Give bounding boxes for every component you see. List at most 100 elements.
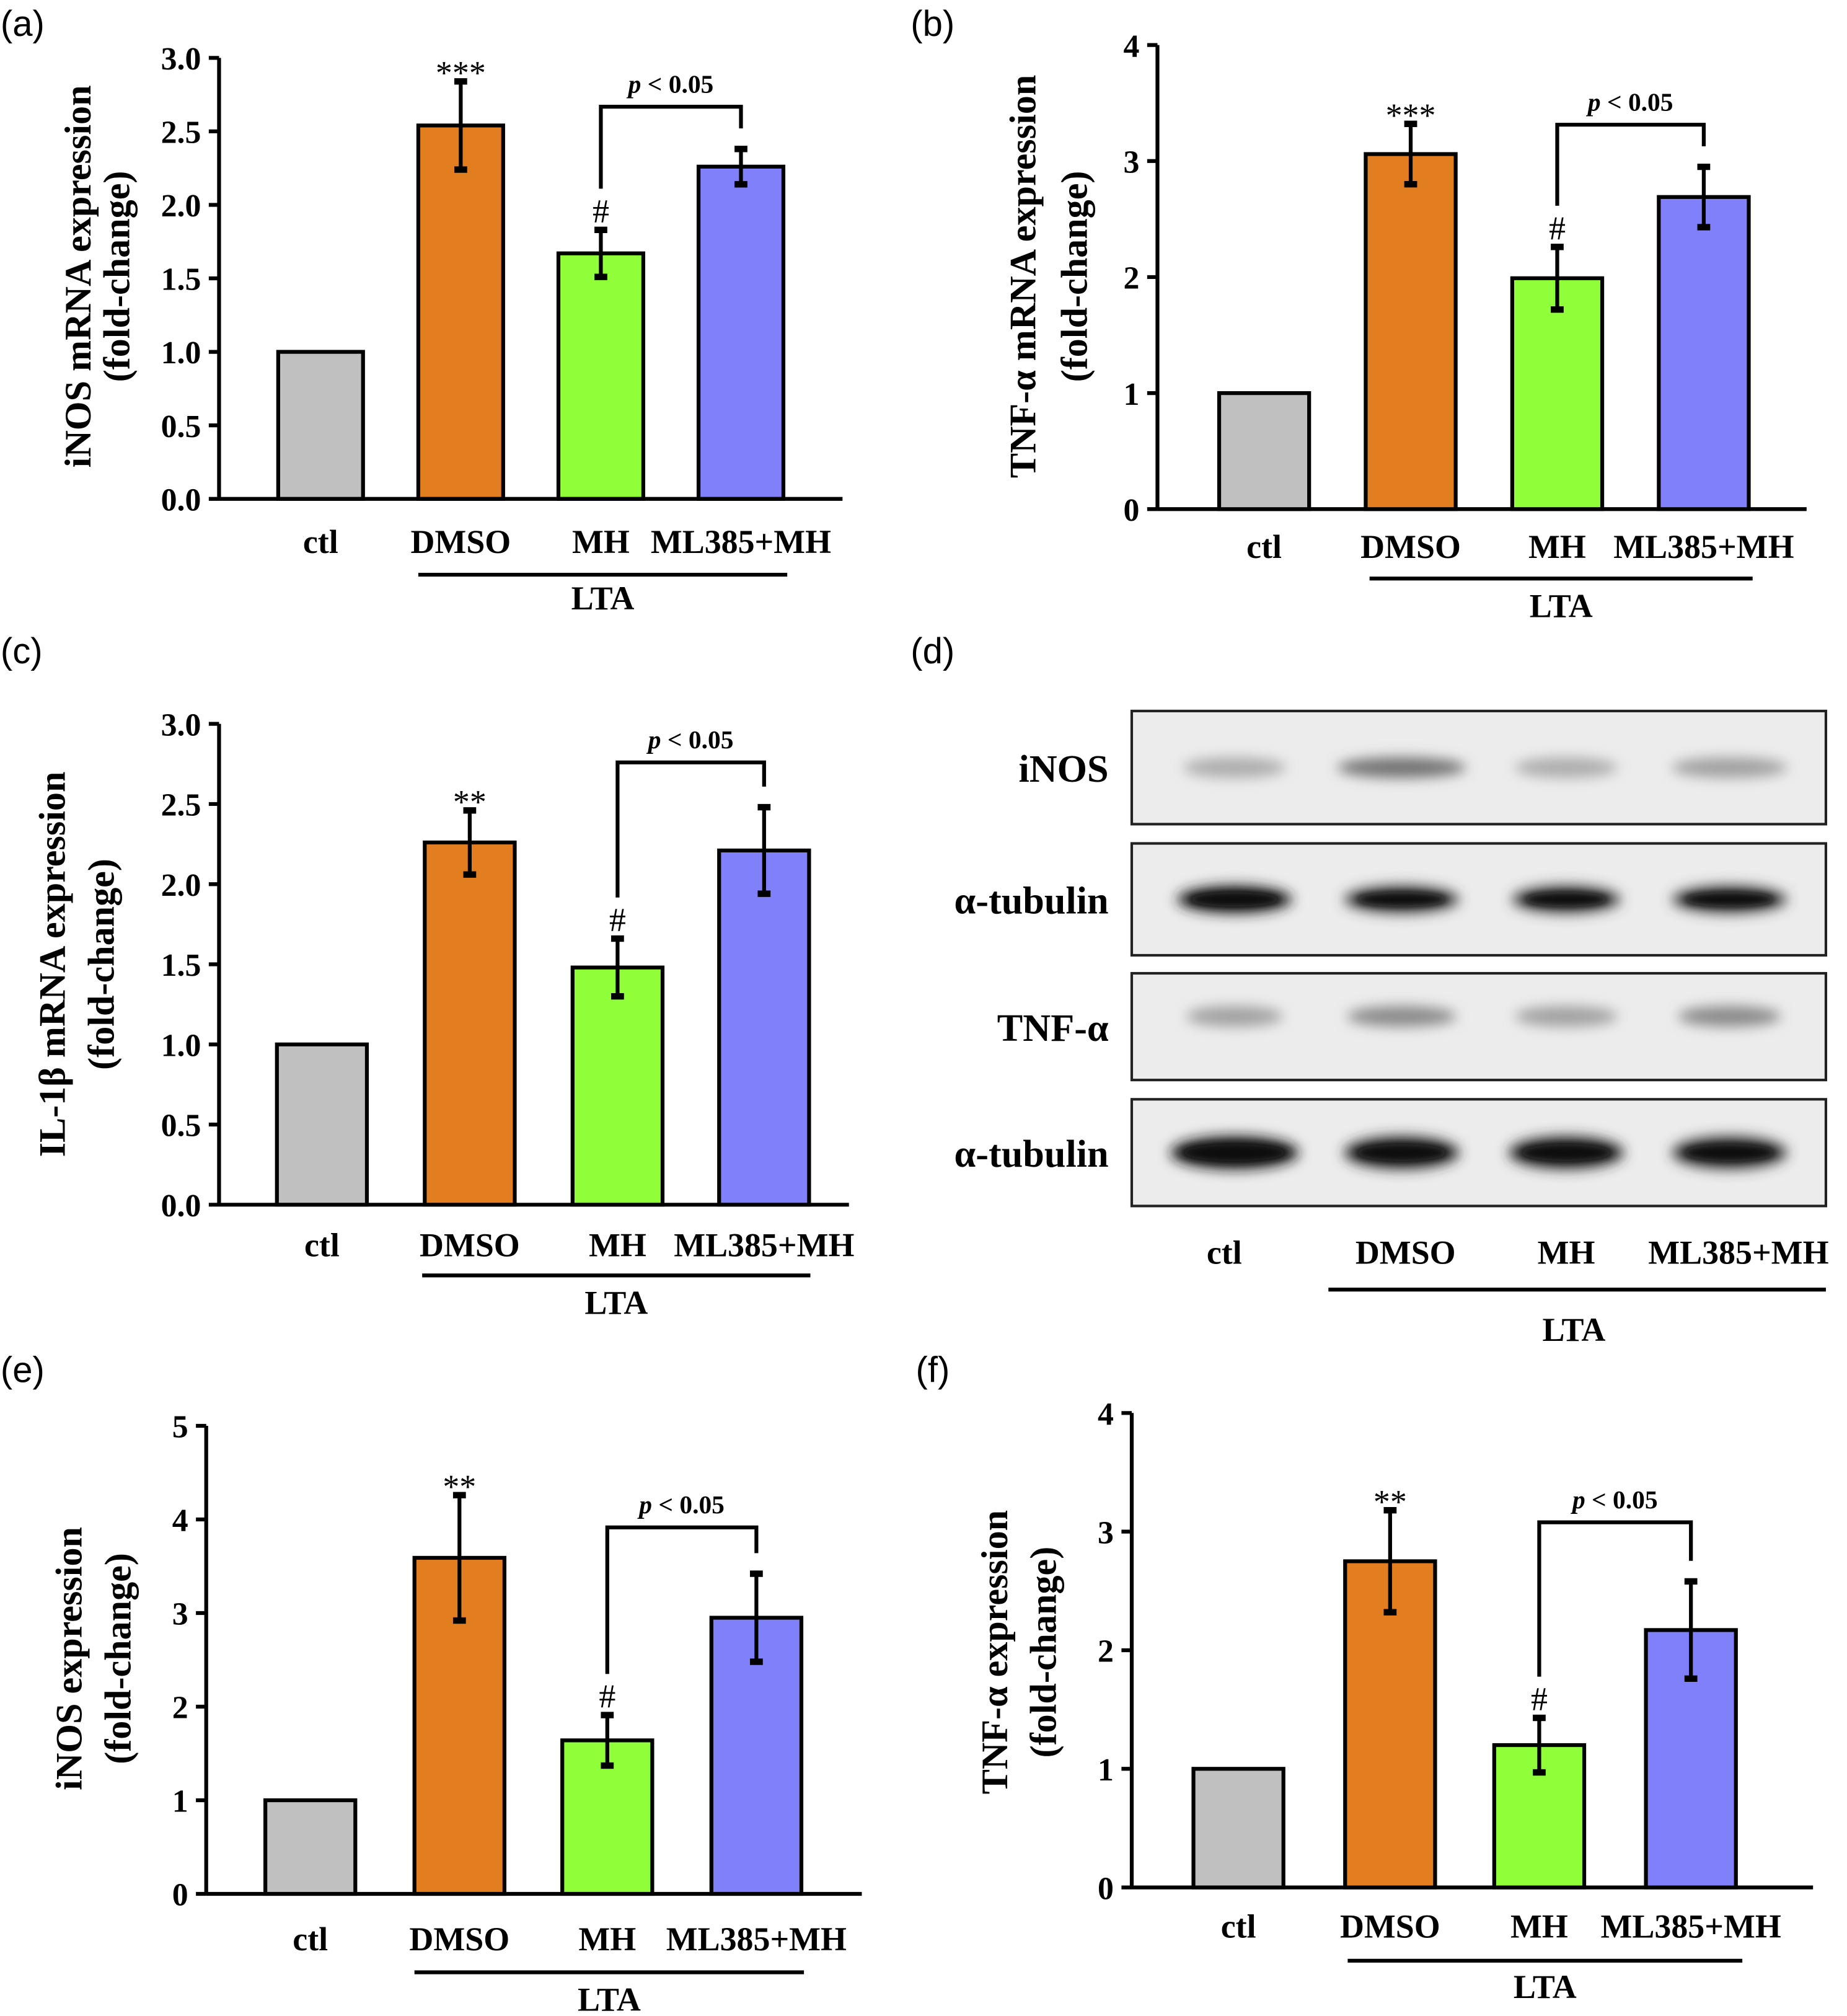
- y-tick-label: 0: [1098, 1871, 1114, 1906]
- significance-marker: **: [453, 783, 487, 820]
- lane-label: MH: [1538, 1234, 1595, 1271]
- category-label: ML385+MH: [651, 523, 831, 560]
- y-axis-title: iNOS mRNA expression: [58, 85, 99, 467]
- protein-band-core: [1521, 1144, 1611, 1161]
- significance-marker: #: [609, 901, 626, 939]
- y-tick-label: 2.5: [161, 115, 201, 151]
- protein-band: [1515, 1006, 1618, 1027]
- group-label: LTA: [1530, 588, 1593, 625]
- significance-marker: **: [443, 1468, 476, 1505]
- y-tick-label: 0.0: [161, 1188, 201, 1224]
- y-axis-title: iNOS expression: [49, 1527, 90, 1790]
- category-label: ML385+MH: [1613, 528, 1794, 565]
- panel-label: (d): [910, 631, 954, 671]
- category-label: DMSO: [1360, 528, 1461, 565]
- bar-ml385-mh: [1657, 195, 1751, 511]
- category-label: DMSO: [411, 523, 511, 560]
- chart-panel-c: (c) 0.0 0.5 1.0 1.5 2.0 2.5 3.0 IL-1β mRNA expre…: [1, 631, 855, 1321]
- y-tick-label: 1: [1098, 1753, 1114, 1788]
- category-label: MH: [1528, 528, 1586, 565]
- y-axis-title: (fold-change): [97, 1553, 139, 1764]
- category-label: MH: [572, 523, 630, 560]
- significance-marker: #: [599, 1678, 615, 1715]
- y-tick-label: 1.5: [161, 262, 201, 298]
- y-tick-label: 5: [172, 1410, 188, 1445]
- category-label: ctl: [293, 1921, 328, 1958]
- y-tick-label: 3: [1098, 1515, 1114, 1550]
- y-tick-label: 1.5: [161, 948, 201, 983]
- blot-row-3: TNF-α: [997, 971, 1828, 1082]
- comparison-bracket: [615, 760, 766, 898]
- y-tick-label: 4: [1124, 29, 1140, 64]
- bar-dmso: [423, 840, 517, 1207]
- significance-marker: #: [1531, 1681, 1548, 1718]
- blot-row-2: α-tubulin: [954, 842, 1828, 957]
- p-value-label: p < 0.05: [627, 69, 714, 98]
- group-label: LTA: [571, 580, 635, 617]
- category-label: ctl: [1246, 528, 1282, 565]
- y-axis-title: (fold-change): [1023, 1547, 1065, 1758]
- protein-band-core: [1183, 1144, 1286, 1161]
- bar-dmso: [416, 123, 505, 501]
- protein-band: [1672, 757, 1787, 778]
- y-axis-title: (fold-change): [96, 171, 138, 382]
- y-tick-label: 0: [1124, 493, 1140, 528]
- y-tick-label: 4: [172, 1503, 188, 1539]
- significance-marker: #: [593, 192, 609, 229]
- bar-ctl: [275, 1042, 369, 1207]
- y-tick-label: 0: [172, 1878, 188, 1913]
- y-tick-label: 1.0: [161, 335, 201, 371]
- blot-membrane: [1130, 971, 1828, 1082]
- protein-band: [1515, 757, 1618, 778]
- significance-marker: **: [1373, 1483, 1407, 1520]
- category-label: ctl: [1221, 1908, 1256, 1945]
- y-tick-label: 2: [1098, 1634, 1114, 1669]
- blot-row-label: iNOS: [1018, 748, 1108, 790]
- bar-ml385-mh: [717, 848, 811, 1207]
- bar-dmso: [1343, 1559, 1437, 1890]
- lane-label: DMSO: [1355, 1234, 1456, 1271]
- y-tick-label: 1.0: [161, 1028, 201, 1063]
- y-tick-label: 2.0: [161, 868, 201, 903]
- protein-band-core: [1684, 1144, 1774, 1161]
- group-label: LTA: [584, 1284, 648, 1322]
- protein-band: [1183, 757, 1286, 778]
- chart-panel-b: (b) 0 1 2 3 4 TNF-α mRNA expression (fold-chang…: [910, 4, 1807, 625]
- bar-dmso: [1364, 152, 1458, 511]
- y-tick-label: 2.5: [161, 788, 201, 823]
- category-label: DMSO: [1340, 1908, 1440, 1945]
- bar-ctl: [263, 1798, 358, 1896]
- comparison-bracket: [1555, 123, 1706, 206]
- panel-label: (a): [1, 4, 45, 44]
- p-value-label: p < 0.05: [1571, 1485, 1658, 1514]
- protein-band: [1347, 1006, 1457, 1027]
- comparison-bracket: [599, 105, 743, 189]
- y-tick-label: 3.0: [161, 707, 201, 743]
- blot-row-1: iNOS: [1018, 709, 1828, 826]
- group-label: LTA: [578, 1981, 641, 2016]
- panel-label: (c): [1, 631, 43, 671]
- protein-band-core: [1189, 892, 1280, 907]
- blot-row-label: TNF-α: [997, 1007, 1109, 1050]
- comparison-bracket: [1537, 1520, 1693, 1677]
- bar-ml385-mh: [696, 164, 786, 501]
- group-label: LTA: [1542, 1311, 1605, 1348]
- p-value-label: p < 0.05: [637, 1490, 725, 1519]
- protein-band: [1186, 1006, 1283, 1027]
- y-tick-label: 1: [172, 1784, 188, 1819]
- western-blot-panel: (d) iNOS α-tubulin TNF-α α-tubulin ctl DMSO MH M…: [910, 631, 1828, 1348]
- category-label: MH: [1510, 1908, 1568, 1945]
- p-value-label: p < 0.05: [646, 725, 734, 754]
- category-label: ctl: [304, 1226, 340, 1263]
- y-axis-title: TNF-α expression: [974, 1510, 1016, 1794]
- category-label: DMSO: [420, 1226, 520, 1263]
- category-label: ML385+MH: [1601, 1908, 1781, 1945]
- y-tick-label: 3: [1124, 144, 1140, 180]
- protein-band-core: [1684, 892, 1774, 907]
- panel-label: (f): [916, 1350, 950, 1390]
- y-tick-label: 2: [1124, 261, 1140, 296]
- category-label: ctl: [303, 523, 338, 560]
- chart-panel-a: (a) 0.0 0.5 1.0 1.5 2.0 2.5 3.0 iNOS mRNA expres…: [1, 4, 843, 617]
- protein-band: [1678, 1006, 1781, 1027]
